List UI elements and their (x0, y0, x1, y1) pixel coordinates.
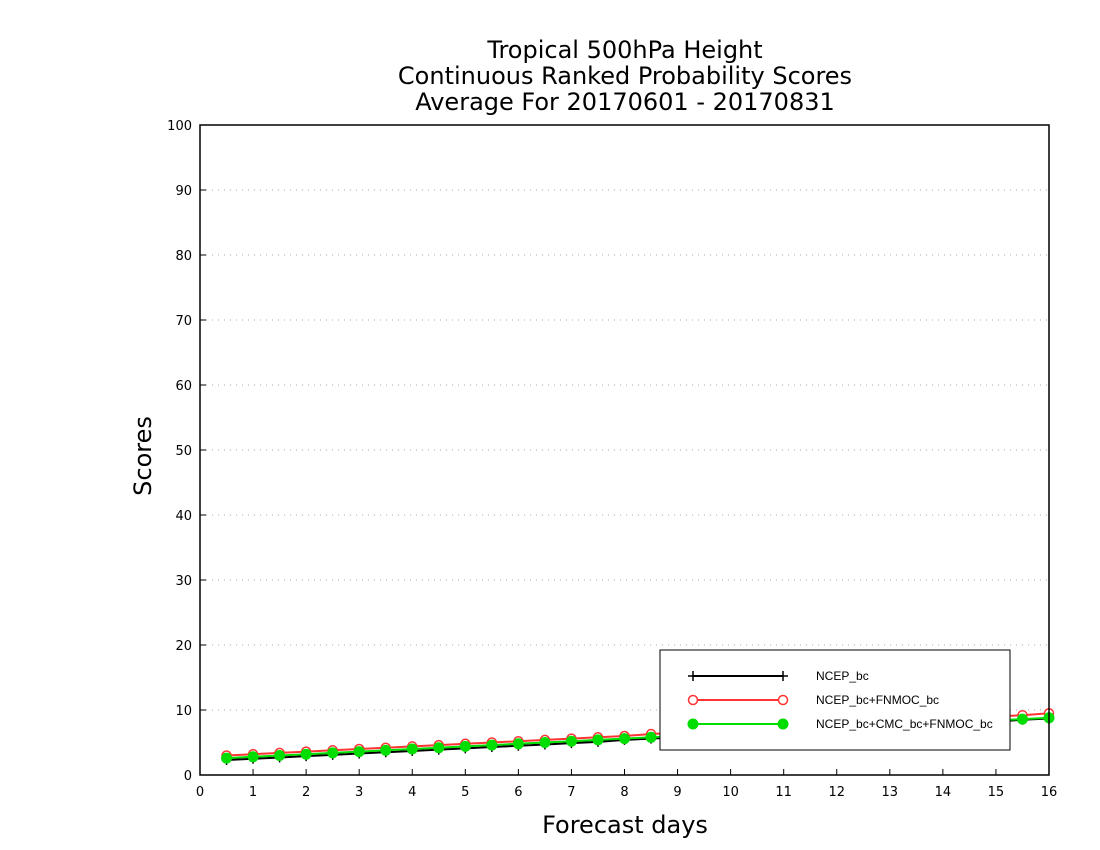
grid (200, 189, 1049, 711)
y-tick-label: 100 (167, 119, 192, 134)
data-point (486, 739, 498, 751)
data-point (380, 744, 392, 756)
legend-marker (778, 671, 788, 681)
x-tick-label: 13 (882, 785, 899, 800)
legend-marker (687, 718, 699, 730)
data-point (565, 735, 577, 747)
data-point (512, 738, 524, 750)
x-tick-label: 16 (1041, 785, 1058, 800)
legend-marker (777, 694, 789, 706)
data-point (327, 747, 339, 759)
data-point (406, 743, 418, 755)
data-point (433, 742, 445, 754)
data-point (592, 734, 604, 746)
data-point (459, 740, 471, 752)
x-tick-label: 10 (722, 785, 739, 800)
legend-label: NCEP_bc+FNMOC_bc (816, 693, 939, 707)
y-tick-label: 70 (175, 314, 192, 329)
legend-marker (688, 671, 698, 681)
x-tick-label: 11 (775, 785, 792, 800)
legend-marker (777, 718, 789, 730)
data-point (539, 737, 551, 748)
data-point (645, 731, 657, 743)
x-tick-label: 0 (196, 785, 204, 800)
y-tick-label: 0 (184, 769, 192, 784)
y-tick-label: 10 (175, 704, 192, 719)
x-tick-label: 2 (302, 785, 310, 800)
title-line: Average For 20170601 - 20170831 (415, 88, 835, 116)
legend-entry: NCEP_bc+FNMOC_bc (687, 693, 939, 707)
data-point (353, 746, 365, 758)
y-tick-label: 60 (175, 379, 192, 394)
x-axis-label: Forecast days (542, 811, 708, 839)
y-tick-label: 30 (175, 574, 192, 589)
y-axis-label: Scores (129, 416, 157, 496)
data-point (619, 733, 630, 745)
x-tick-label: 3 (355, 785, 363, 800)
data-point (247, 751, 259, 763)
x-tick-label: 7 (567, 785, 575, 800)
x-tick-label: 1 (249, 785, 257, 800)
y-tick-label: 50 (175, 444, 192, 459)
x-tick-label: 14 (935, 785, 952, 800)
y-tick-label: 90 (175, 184, 192, 199)
title-line: Tropical 500hPa Height (486, 36, 762, 64)
title-line: Continuous Ranked Probability Scores (398, 62, 852, 90)
y-tick-label: 40 (175, 509, 192, 524)
legend-entry: NCEP_bc+CMC_bc+FNMOC_bc (687, 717, 993, 731)
legend-label: NCEP_bc (816, 669, 869, 683)
x-tick-label: 12 (828, 785, 845, 800)
y-tick-label: 20 (175, 639, 192, 654)
legend-entry: NCEP_bc (688, 669, 869, 683)
x-tick-label: 9 (673, 785, 681, 800)
data-point (274, 750, 286, 761)
y-tick-label: 80 (175, 249, 192, 264)
legend-label: NCEP_bc+CMC_bc+FNMOC_bc (816, 717, 993, 731)
x-tick-label: 8 (620, 785, 628, 800)
data-point (1016, 713, 1028, 725)
legend-marker (687, 694, 699, 706)
legend: NCEP_bc NCEP_bc+FNMOC_bc NCEP_bc+CMC_bc+FN… (659, 649, 1011, 751)
data-point (221, 752, 233, 764)
x-tick-label: 6 (514, 785, 522, 800)
x-tick-label: 15 (988, 785, 1005, 800)
x-tick-label: 5 (461, 785, 469, 800)
data-point (300, 748, 312, 760)
x-tick-label: 4 (408, 785, 416, 800)
